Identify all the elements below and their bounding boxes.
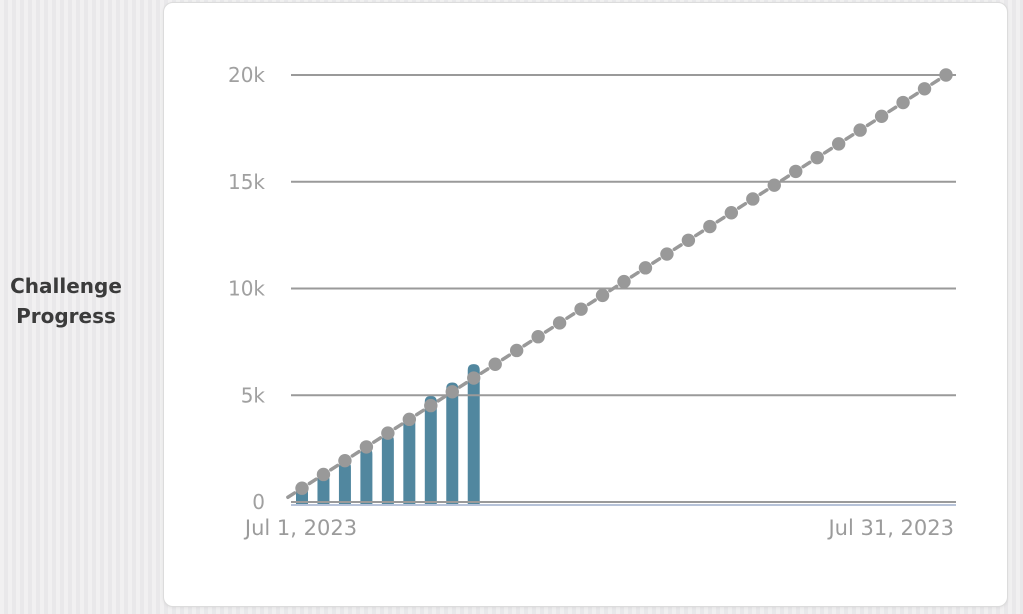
progress-bar[interactable] xyxy=(381,434,394,504)
goal-pace-point[interactable] xyxy=(381,426,395,440)
goal-pace-point[interactable] xyxy=(789,164,803,179)
goal-line-dash xyxy=(372,436,383,444)
chart-row-title: Challenge Progress xyxy=(10,274,122,328)
goal-line-dash xyxy=(779,174,791,183)
goal-pace-point[interactable] xyxy=(810,150,824,165)
goal-pace-point[interactable] xyxy=(295,481,309,495)
goal-line-dash xyxy=(844,133,855,141)
goal-pace-point[interactable] xyxy=(402,412,417,427)
goal-pace-point[interactable] xyxy=(445,385,459,399)
x-axis-label-end: Jul 31, 2023 xyxy=(826,516,954,540)
goal-pace-point[interactable] xyxy=(424,398,438,413)
goal-line-dash xyxy=(608,284,619,293)
y-axis-tick: 0 xyxy=(252,490,265,514)
goal-line-dash xyxy=(457,381,469,389)
progress-bar[interactable] xyxy=(467,364,480,504)
goal-pace-point[interactable] xyxy=(574,302,588,316)
goal-line-dash xyxy=(865,119,876,128)
goal-line-dash xyxy=(694,229,705,238)
goal-pace-point[interactable] xyxy=(531,330,545,344)
goal-pace-point[interactable] xyxy=(917,82,932,96)
goal-line-dash xyxy=(307,477,318,486)
challenge-progress-chart: 0 5k 10k 15k 20k Jul 1, 2023 Jul 31, 2023 xyxy=(228,63,956,540)
x-axis-label-start: Jul 1, 2023 xyxy=(243,516,357,540)
chart-card: 0 5k 10k 15k 20k Jul 1, 2023 Jul 31, 2023 xyxy=(163,2,1008,607)
goal-line-dash xyxy=(543,325,554,334)
goal-line-dash xyxy=(286,491,297,500)
goal-pace-point[interactable] xyxy=(767,178,781,192)
y-axis-tick: 10k xyxy=(228,277,265,301)
goal-pace-point[interactable] xyxy=(660,247,674,261)
goal-pace-point[interactable] xyxy=(638,261,653,275)
goal-line-dash xyxy=(414,408,426,417)
goal-line-dash xyxy=(822,146,834,155)
y-axis-tick: 20k xyxy=(228,63,265,87)
goal-line-dash xyxy=(629,270,640,279)
goal-line-dash xyxy=(393,422,404,431)
goal-line-dash xyxy=(908,91,919,100)
progress-bar[interactable] xyxy=(403,414,416,504)
goal-line-dash xyxy=(329,463,340,472)
y-axis-tick: 15k xyxy=(228,170,265,194)
progress-bar[interactable] xyxy=(446,382,459,504)
goal-line-dash xyxy=(758,188,769,196)
progress-bar[interactable] xyxy=(317,473,330,504)
goal-line-dash xyxy=(436,394,447,403)
goal-pace-point[interactable] xyxy=(359,440,374,454)
goal-line-dash xyxy=(586,298,597,307)
goal-line-dash xyxy=(672,243,683,252)
goal-line-dash xyxy=(715,215,726,224)
goal-pace-point[interactable] xyxy=(316,467,331,482)
progress-bar[interactable] xyxy=(424,395,437,504)
goal-pace-point[interactable] xyxy=(831,137,846,151)
goal-line-dash xyxy=(479,367,490,376)
goal-pace-point[interactable] xyxy=(595,288,610,303)
goal-line-dash xyxy=(565,312,576,320)
goal-pace-point[interactable] xyxy=(703,219,717,234)
goal-line-dash xyxy=(500,353,512,362)
goal-line-dash xyxy=(801,160,812,169)
goal-line-dash xyxy=(887,105,898,114)
goal-pace-point[interactable] xyxy=(896,95,910,110)
goal-pace-point[interactable] xyxy=(724,206,739,220)
goal-pace-point[interactable] xyxy=(488,357,502,371)
goal-pace-point[interactable] xyxy=(617,274,631,289)
goal-pace-point[interactable] xyxy=(681,233,696,247)
goal-pace-point[interactable] xyxy=(939,68,953,82)
goal-pace-point[interactable] xyxy=(746,192,760,206)
goal-pace-point[interactable] xyxy=(853,123,867,137)
goal-pace-point[interactable] xyxy=(509,343,524,358)
goal-line-dash xyxy=(350,449,361,458)
goal-line-dash xyxy=(930,77,941,86)
progress-bar[interactable] xyxy=(360,447,373,504)
goal-pace-point[interactable] xyxy=(874,109,889,124)
progress-bar[interactable] xyxy=(338,461,351,504)
goal-pace-point[interactable] xyxy=(467,371,481,385)
goal-line-dash xyxy=(522,339,533,348)
goal-line-dash xyxy=(651,257,662,265)
goal-pace-point[interactable] xyxy=(338,453,352,468)
y-axis-tick: 5k xyxy=(241,383,266,407)
goal-line-dash xyxy=(736,201,748,210)
goal-pace-point[interactable] xyxy=(552,316,567,330)
